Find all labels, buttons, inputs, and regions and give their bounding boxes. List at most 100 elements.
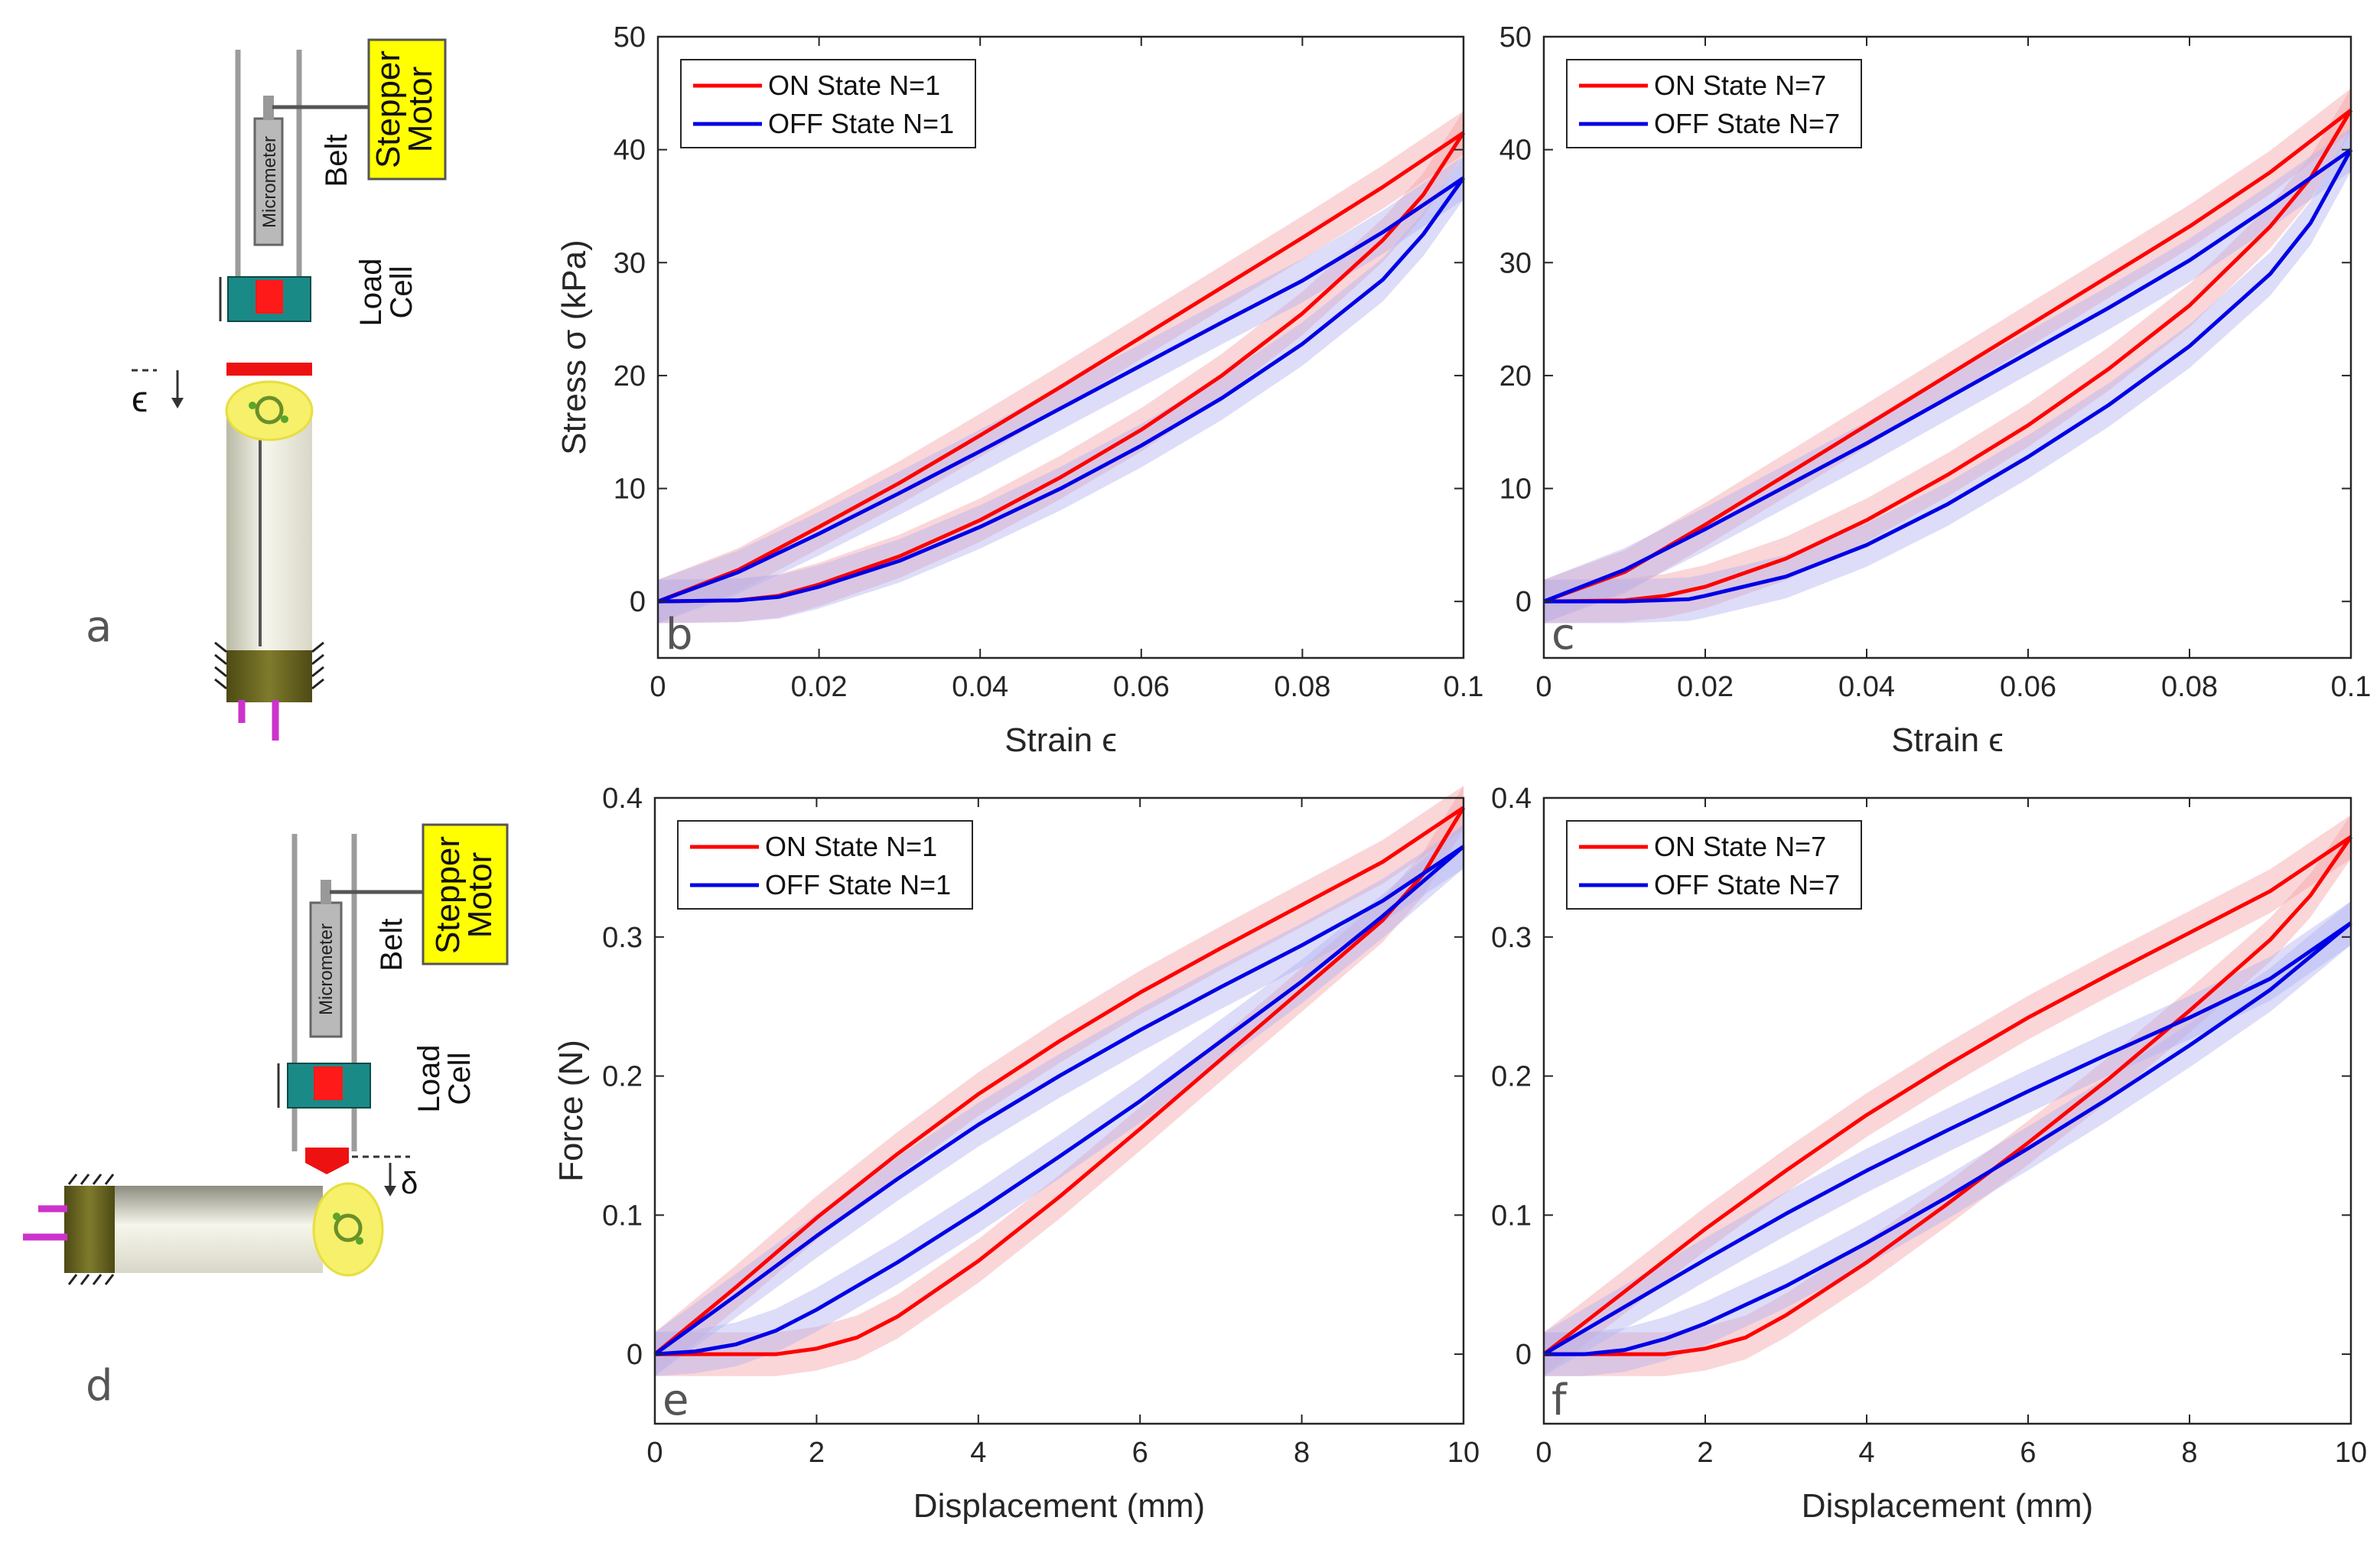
x-tick-label: 0 [1535,671,1551,703]
x-axis-label: Strain ϵ [1004,721,1117,759]
x-axis-label: Displacement (mm) [1802,1487,2093,1525]
x-tick-label: 0.1 [2331,671,2372,703]
panel-letter-c: c [1551,610,1575,659]
error-band-on-loading [1544,88,2351,623]
y-tick-label: 40 [614,135,646,167]
y-tick-label: 40 [1499,135,1532,167]
panel-letter-d: d [86,1361,113,1411]
y-tick-label: 0.3 [1491,922,1532,954]
series-line-off-unloading [1544,148,2353,604]
micrometer [309,901,343,1038]
motor-label-line1: Stepper [429,836,467,954]
axis-ticks: 0 2 4 6 8 10 0 0.1 0.2 0.3 0.4 [602,783,1480,1469]
panel-letter-a: a [86,602,112,652]
axes-frame [656,35,1465,659]
y-tick-label: 0 [627,1339,643,1371]
series-lines [653,806,1466,1356]
series-lines [1543,108,2353,604]
legend-box [677,820,973,910]
y-tick-label: 0.4 [602,783,643,815]
x-tick-label: 0 [646,1437,663,1469]
x-axis-label: Displacement (mm) [913,1487,1205,1525]
y-axis-label: Stress σ (kPa) [555,239,593,454]
cylinder-end [312,1182,384,1277]
x-tick-label: 2 [809,1437,825,1469]
series-line-off-unloading [1544,921,2352,1356]
legend-entry: OFF State N=7 [1654,108,1840,139]
schematic-d: Stepper Motor Belt Micrometer Load Cell … [23,823,509,1411]
cylinder-base [226,650,312,702]
x-tick-label: 6 [1132,1437,1148,1469]
y-tick-label: 20 [614,360,646,392]
error-band-off-unloading [1544,128,2351,623]
chart-panel-e: 0 2 4 6 8 10 0 0.1 0.2 0.3 0.4 Displacement (mm) F… [552,783,1480,1525]
x-tick-label: 4 [970,1437,986,1469]
series-line-off-unloading [657,177,1466,604]
panel-letter-f: f [1551,1376,1568,1425]
x-tick-label: 6 [2020,1437,2036,1469]
x-tick-label: 0.04 [1838,671,1895,703]
legend-entry: ON State N=1 [768,70,940,101]
error-band-off-loading [655,824,1463,1376]
series-line-on-unloading [655,806,1466,1356]
legend: ON State N=7 OFF State N=7 [1566,59,1862,148]
legend-entry: OFF State N=1 [768,108,954,139]
displacement-symbol: δ [401,1167,418,1200]
legend-box [1566,820,1862,910]
legend-entry: OFF State N=7 [1654,869,1840,900]
error-bands [1544,88,2351,623]
axis-ticks: 0 2 4 6 8 10 0 0.1 0.2 0.3 0.4 [1491,783,2367,1469]
y-tick-label: 0.4 [1491,783,1532,815]
legend-box [1566,59,1862,148]
x-tick-label: 10 [2335,1437,2367,1469]
legend-entry: ON State N=7 [1654,831,1826,862]
stepper-motor-box [422,823,509,965]
x-tick-label: 0.02 [791,671,848,703]
belt-label: Belt [320,135,353,187]
error-band-on-loading [655,786,1463,1376]
y-tick-label: 30 [1499,247,1532,279]
cylinder-body [115,1186,323,1273]
chart-panel-c: 0 0.02 0.04 0.06 0.08 0.1 0 10 20 30 40 50 Strain ϵ… [1499,21,2372,759]
x-tick-label: 10 [1447,1437,1480,1469]
strain-symbol: ϵ [132,379,148,420]
y-tick-label: 0 [1516,586,1532,618]
series-line-on-unloading [1543,109,2353,604]
y-tick-label: 0.1 [602,1200,643,1232]
series-line-on-loading [1543,108,2352,604]
chart-panel-b: 0 0.02 0.04 0.06 0.08 0.1 0 10 20 30 40 50 Strain ϵ… [555,21,1483,759]
legend: ON State N=1 OFF State N=1 [680,59,976,148]
axes-frame [1542,796,2352,1425]
legend-entry: ON State N=7 [1654,70,1826,101]
micrometer [253,117,284,246]
legend-box [680,59,976,148]
chart-panel-f: 0 2 4 6 8 10 0 0.1 0.2 0.3 0.4 Displacement (mm) O… [1491,783,2367,1525]
x-tick-label: 0.02 [1677,671,1734,703]
panel-letter-b: b [666,610,693,659]
cylinder-base [64,1186,115,1273]
x-tick-label: 0 [1535,1437,1551,1469]
series-line-off-loading [657,176,1465,604]
y-tick-label: 10 [614,474,646,506]
schematic-a: Stepper Motor Belt Micrometer Load Cell … [86,38,447,741]
indenter [305,1148,349,1174]
axis-ticks: 0 0.02 0.04 0.06 0.08 0.1 0 10 20 30 40 50 [614,21,1484,703]
x-axis-label: Strain ϵ [1891,721,2004,759]
axes-frame [653,796,1465,1425]
x-tick-label: 0.1 [1444,671,1484,703]
series-line-on-unloading [1544,835,2353,1356]
micrometer-label: Micrometer [259,136,280,228]
series-line-off-loading [653,845,1465,1356]
x-tick-label: 2 [1697,1437,1713,1469]
y-tick-label: 0.1 [1491,1200,1532,1232]
legend-entry: OFF State N=1 [765,869,951,900]
series-line-off-loading [1542,921,2352,1356]
legend-entry: ON State N=1 [765,831,937,862]
cylinder-body [226,413,312,650]
error-band-on-loading [658,111,1463,623]
series-lines [1542,835,2353,1356]
error-band-off-unloading [1544,900,2351,1376]
series-line-off-unloading [654,845,1465,1356]
x-tick-label: 0 [650,671,666,703]
